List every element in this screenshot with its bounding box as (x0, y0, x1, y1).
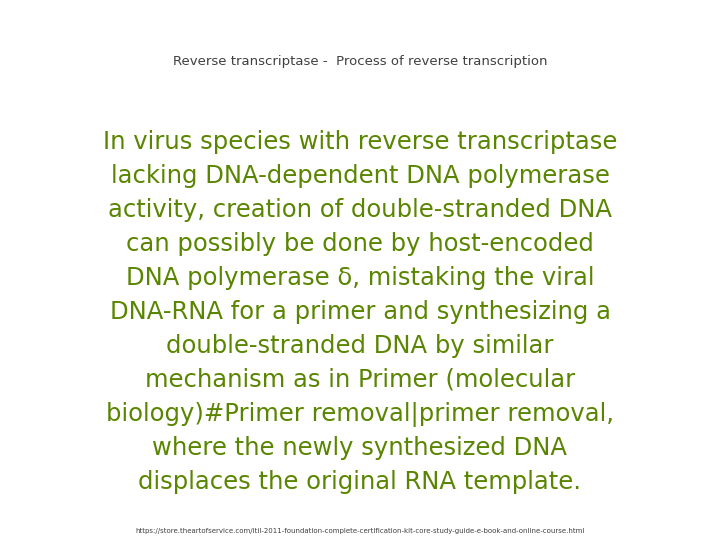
Text: where the newly synthesized DNA: where the newly synthesized DNA (153, 436, 567, 460)
Text: mechanism as in Primer (molecular: mechanism as in Primer (molecular (145, 368, 575, 392)
Text: biology)#Primer removal|primer removal,: biology)#Primer removal|primer removal, (106, 402, 614, 427)
Text: In virus species with reverse transcriptase: In virus species with reverse transcript… (103, 130, 617, 154)
Text: lacking DNA-dependent DNA polymerase: lacking DNA-dependent DNA polymerase (111, 164, 609, 188)
Text: can possibly be done by host-encoded: can possibly be done by host-encoded (126, 232, 594, 256)
Text: activity, creation of double-stranded DNA: activity, creation of double-stranded DN… (108, 198, 612, 222)
Text: DNA-RNA for a primer and synthesizing a: DNA-RNA for a primer and synthesizing a (109, 300, 611, 324)
Text: DNA polymerase δ, mistaking the viral: DNA polymerase δ, mistaking the viral (126, 266, 594, 290)
Text: double-stranded DNA by similar: double-stranded DNA by similar (166, 334, 554, 358)
Text: Reverse transcriptase -  Process of reverse transcription: Reverse transcriptase - Process of rever… (173, 55, 547, 68)
Text: displaces the original RNA template.: displaces the original RNA template. (138, 470, 582, 494)
Text: https://store.theartofservice.com/itil-2011-foundation-complete-certification-ki: https://store.theartofservice.com/itil-2… (135, 528, 585, 534)
